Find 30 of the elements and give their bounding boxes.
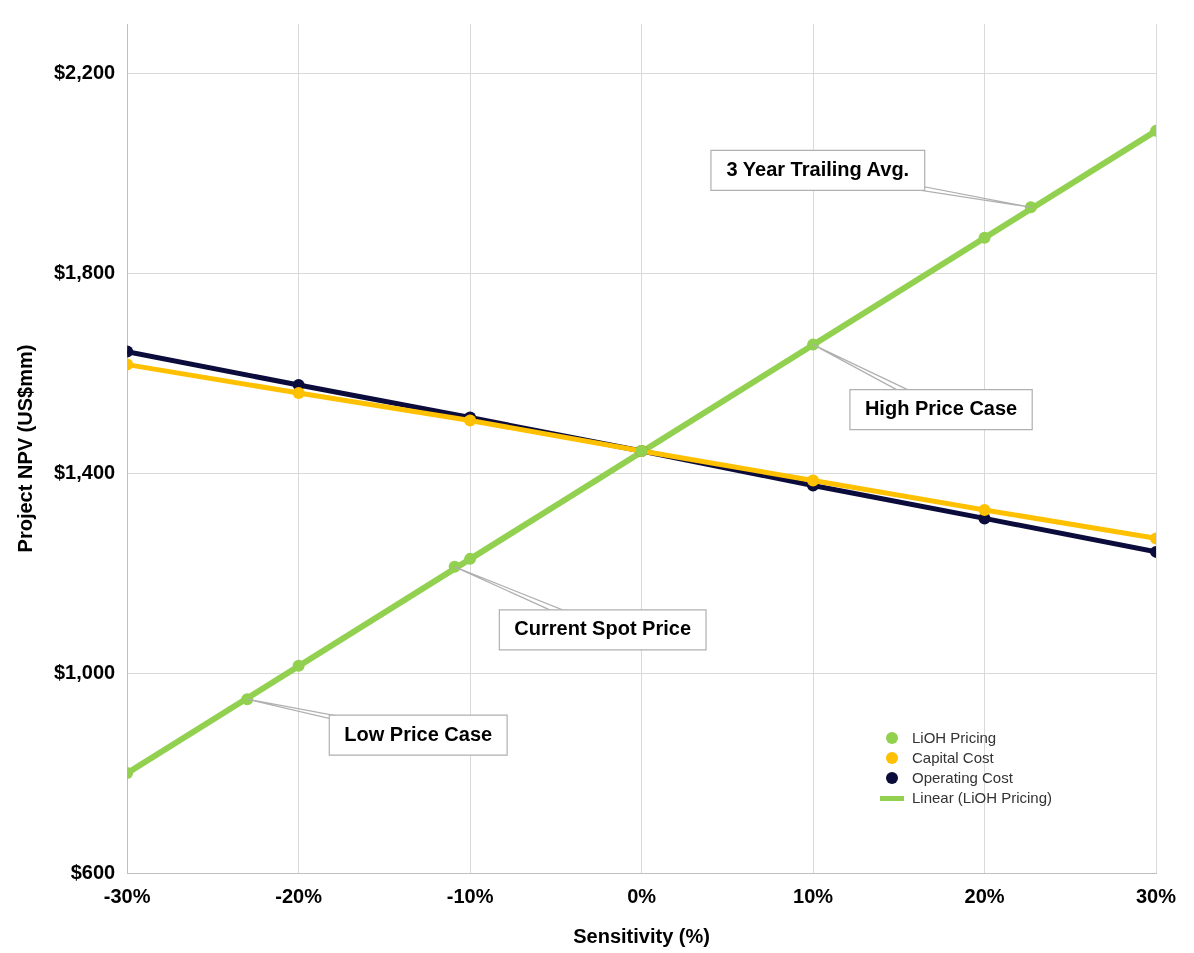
annotation: High Price Case bbox=[864, 397, 1018, 420]
x-tick-label: -10% bbox=[446, 884, 494, 907]
x-axis-title: Sensitivity (%) bbox=[573, 924, 710, 947]
y-tick-label: $1,000 bbox=[54, 660, 116, 683]
y-tick-label: $600 bbox=[70, 860, 116, 883]
y-axis-title: Project NPV (US$mm) bbox=[13, 344, 36, 553]
x-tick-label: -20% bbox=[275, 884, 323, 907]
point bbox=[807, 474, 820, 487]
point bbox=[978, 231, 991, 244]
legend-label: Linear (LiOH Pricing) bbox=[912, 788, 1053, 808]
point bbox=[448, 560, 461, 573]
y-tick-label: $1,800 bbox=[54, 261, 116, 284]
x-tick-label: 20% bbox=[964, 884, 1005, 907]
legend-label: Operating Cost bbox=[912, 768, 1013, 788]
annotation: 3 Year Trailing Avg. bbox=[726, 157, 910, 180]
x-tick-label: 10% bbox=[793, 884, 834, 907]
x-tick-label: 0% bbox=[627, 884, 657, 907]
legend-label: Capital Cost bbox=[912, 748, 994, 768]
y-tick-label: $1,400 bbox=[54, 460, 116, 483]
point bbox=[464, 552, 477, 565]
x-tick-label: 30% bbox=[1135, 884, 1177, 907]
legend-label: LiOH Pricing bbox=[912, 728, 997, 748]
annotation: Current Spot Price bbox=[514, 617, 692, 640]
point bbox=[292, 659, 305, 672]
point bbox=[292, 387, 305, 400]
annotation: Low Price Case bbox=[344, 722, 493, 745]
point bbox=[1024, 201, 1037, 214]
x-tick-label: -30% bbox=[103, 884, 151, 907]
y-tick-label: $2,200 bbox=[54, 61, 116, 84]
point bbox=[978, 503, 991, 516]
